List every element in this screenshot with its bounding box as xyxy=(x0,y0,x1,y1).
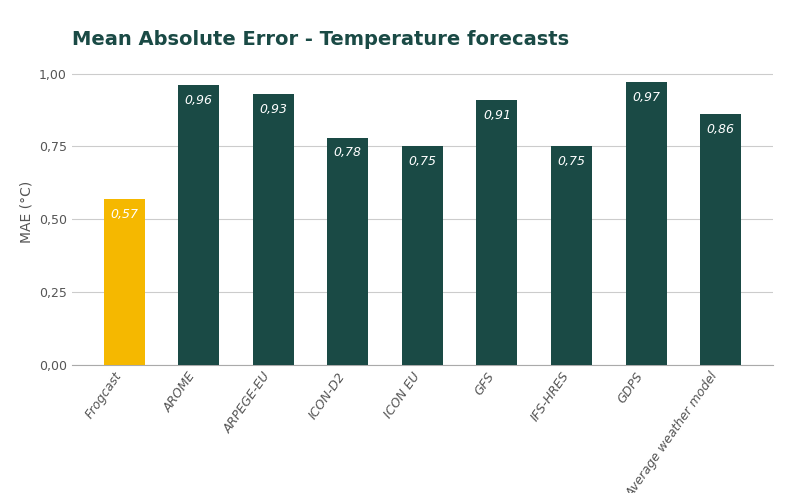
Bar xyxy=(253,94,294,365)
Bar xyxy=(179,85,219,365)
Text: 0,78: 0,78 xyxy=(334,146,362,160)
Bar xyxy=(328,138,368,365)
Bar xyxy=(701,114,741,365)
Text: 0,86: 0,86 xyxy=(707,123,735,136)
Text: 0,75: 0,75 xyxy=(558,155,586,168)
Bar xyxy=(626,82,666,365)
Text: 0,93: 0,93 xyxy=(259,103,287,116)
Bar xyxy=(104,199,144,365)
Bar xyxy=(551,146,592,365)
Text: Mean Absolute Error - Temperature forecasts: Mean Absolute Error - Temperature foreca… xyxy=(72,30,569,49)
Text: 0,91: 0,91 xyxy=(483,108,511,122)
Y-axis label: MAE (°C): MAE (°C) xyxy=(19,181,33,243)
Text: 0,97: 0,97 xyxy=(632,91,660,104)
Bar xyxy=(477,100,517,365)
Bar xyxy=(402,146,443,365)
Text: 0,75: 0,75 xyxy=(408,155,437,168)
Text: 0,57: 0,57 xyxy=(110,208,138,221)
Text: 0,96: 0,96 xyxy=(185,94,213,107)
